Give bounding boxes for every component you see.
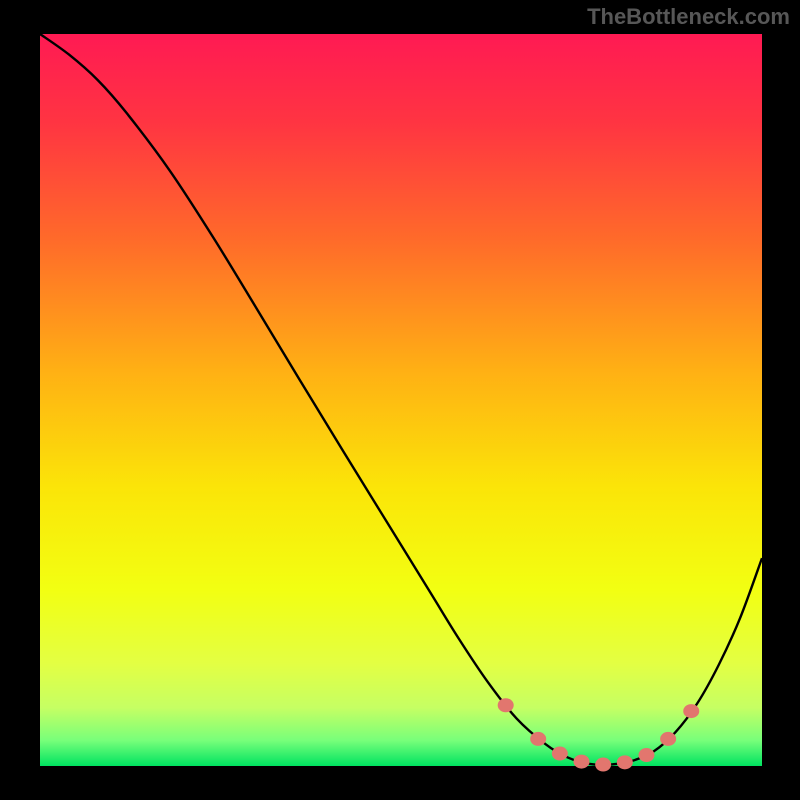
chart-stage: TheBottleneck.com xyxy=(0,0,800,800)
curve-marker xyxy=(660,732,676,746)
attribution-text: TheBottleneck.com xyxy=(587,4,790,30)
curve-marker xyxy=(574,755,590,769)
curve-marker xyxy=(595,758,611,772)
curve-marker xyxy=(552,747,568,761)
curve-marker xyxy=(498,698,514,712)
curve-marker xyxy=(638,748,654,762)
curve-marker xyxy=(683,704,699,718)
curve-marker xyxy=(530,732,546,746)
plot-background xyxy=(40,34,762,766)
chart-svg xyxy=(0,0,800,800)
curve-marker xyxy=(617,755,633,769)
